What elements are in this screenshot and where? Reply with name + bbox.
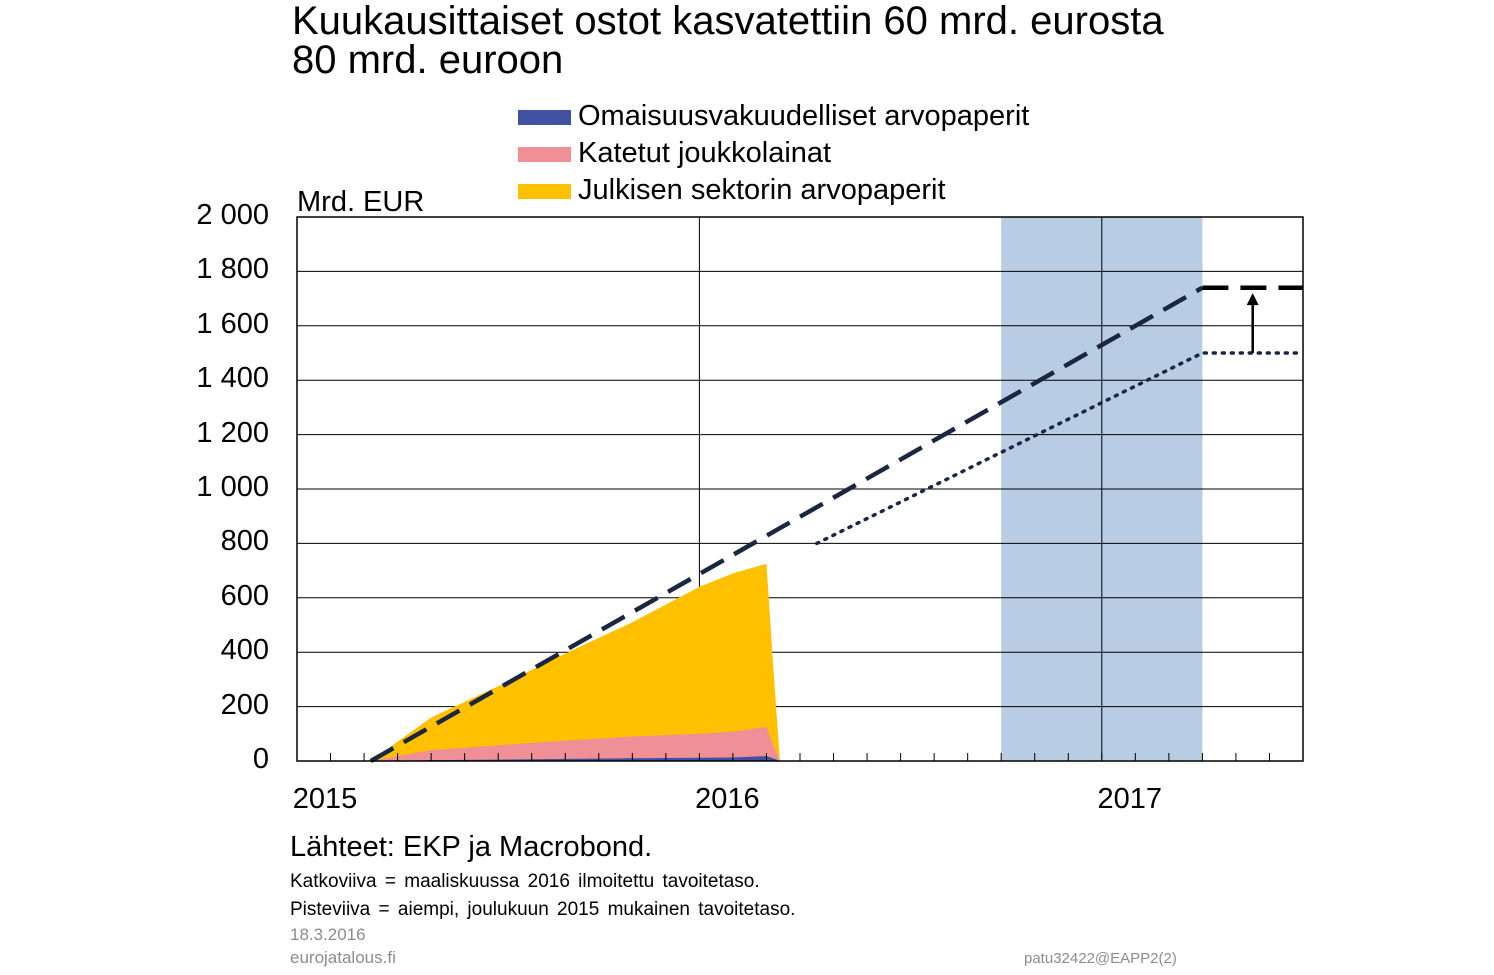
legend-swatch-abs (518, 110, 571, 125)
site-label: eurojatalous.fi (290, 948, 396, 967)
y-tick-label: 1 000 (196, 471, 269, 503)
y-tick-label: 1 600 (196, 307, 269, 340)
chart-title: Kuukausittaiset ostot kasvatettiin 60 mr… (292, 0, 1164, 82)
y-tick-label: 600 (220, 579, 269, 612)
y-axis-unit: Mrd. EUR (297, 186, 425, 218)
x-tick-label: 2015 (292, 783, 358, 815)
dotted-target-line (815, 351, 1305, 546)
y-tick-label: 0 (252, 743, 269, 775)
area-abs (370, 756, 780, 761)
chart-code: patu32422@EAPP2(2) (1024, 950, 1177, 967)
note-dashed-line: Katkoviiva = maaliskuussa 2016 ilmoitett… (290, 871, 760, 892)
area-covered-bonds (370, 727, 780, 761)
title-line-2: 80 mrd. euroon (292, 38, 564, 82)
legend-swatch-public-sector (518, 184, 571, 199)
legend-swatch-covered-bonds (518, 147, 571, 162)
y-tick-label: 1 200 (196, 416, 269, 449)
area-public-sector (370, 563, 780, 761)
legend-label-public-sector: Julkisen sektorin arvopaperit (578, 174, 946, 206)
y-tick-label: 1 800 (196, 253, 269, 286)
title-line-1: Kuukausittaiset ostot kasvatettiin 60 mr… (292, 0, 1164, 43)
arrow-head (1246, 293, 1259, 306)
date-label: 18.3.2016 (290, 925, 366, 944)
x-tick-label: 2017 (1097, 783, 1163, 815)
y-tick-label: 200 (220, 688, 269, 721)
legend-label-abs: Omaisuusvakuudelliset arvopaperit (578, 100, 1030, 132)
legend-label-covered-bonds: Katetut joukkolainat (578, 137, 832, 169)
y-tick-label: 1 400 (196, 362, 269, 395)
y-tick-label: 800 (220, 525, 269, 558)
source-text: Lähteet: EKP ja Macrobond. (290, 831, 653, 863)
note-dotted-line: Pisteviiva = aiempi, joulukuun 2015 muka… (290, 899, 796, 920)
dashed-target-line (369, 285, 1204, 763)
y-tick-label: 2 000 (196, 199, 269, 231)
y-tick-label: 400 (220, 634, 269, 667)
x-tick-label: 2016 (695, 783, 760, 815)
